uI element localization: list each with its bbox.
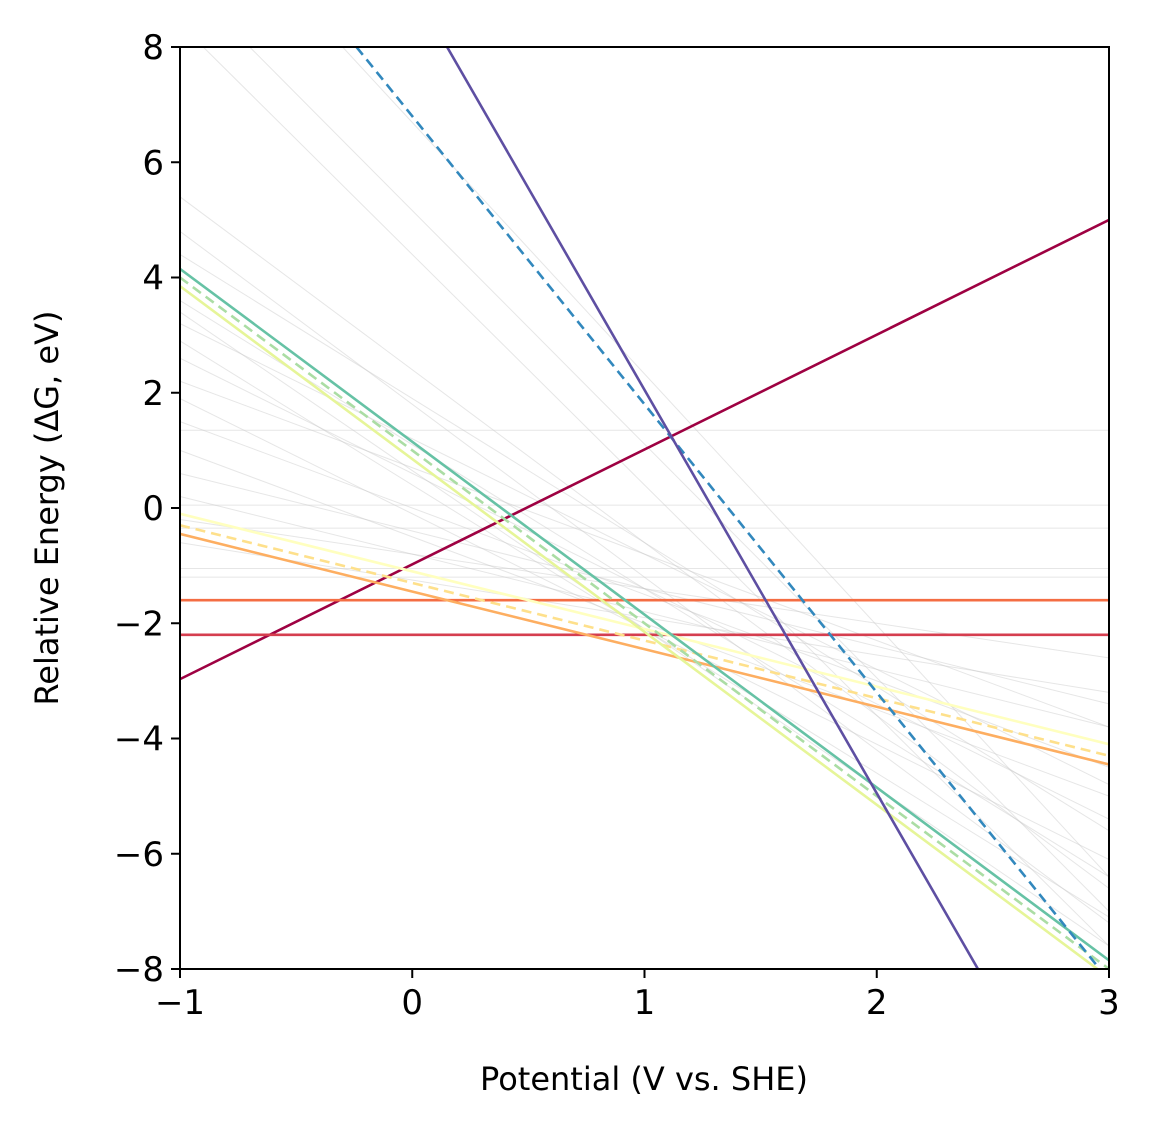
- y-tick-label: 2: [142, 374, 164, 414]
- series-line: [180, 285, 1100, 969]
- background-line: [180, 300, 1109, 878]
- x-tick-label: 1: [634, 983, 656, 1023]
- y-tick-label: 4: [142, 259, 164, 299]
- series-line: [180, 532, 1109, 766]
- y-tick-label: −2: [114, 604, 164, 644]
- background-line: [180, 421, 1109, 768]
- background-line: [180, 380, 1109, 728]
- background-line: [342, 47, 1109, 878]
- series-group: [180, 47, 1109, 969]
- series-line: [355, 47, 1102, 969]
- background-series-group: [180, 47, 1109, 947]
- y-tick-label: −8: [114, 950, 164, 990]
- y-tick-label: −6: [114, 835, 164, 875]
- x-axis: −1 0 1 2 3: [155, 969, 1120, 1023]
- y-tick-label: 0: [142, 489, 164, 529]
- x-axis-label: Potential (V vs. SHE): [480, 1060, 808, 1098]
- background-line: [180, 196, 1109, 889]
- background-line: [249, 47, 1109, 912]
- background-line: [180, 230, 1109, 924]
- series-line: [180, 218, 1109, 681]
- y-tick-label: 8: [142, 28, 164, 68]
- background-line: [202, 47, 1109, 947]
- background-line: [180, 472, 1109, 705]
- x-tick-label: 2: [866, 983, 888, 1023]
- y-axis-label: Relative Energy (ΔG, eV): [28, 311, 66, 706]
- series-line: [180, 276, 1109, 969]
- background-line: [180, 357, 1109, 820]
- y-tick-label: 6: [142, 143, 164, 183]
- series-line: [180, 267, 1109, 962]
- x-tick-label: −1: [155, 983, 205, 1023]
- series-line: [180, 512, 1109, 746]
- plot-background: [180, 47, 1109, 969]
- background-line: [180, 254, 1109, 832]
- series-line: [445, 47, 980, 969]
- y-tick-label: −4: [114, 720, 164, 760]
- background-line: [180, 542, 1109, 693]
- y-axis: −8 −6 −4 −2 0 2 4 6 8: [114, 28, 180, 990]
- background-line: [180, 495, 1109, 728]
- x-tick-label: 0: [401, 983, 423, 1023]
- x-tick-label: 3: [1098, 983, 1120, 1023]
